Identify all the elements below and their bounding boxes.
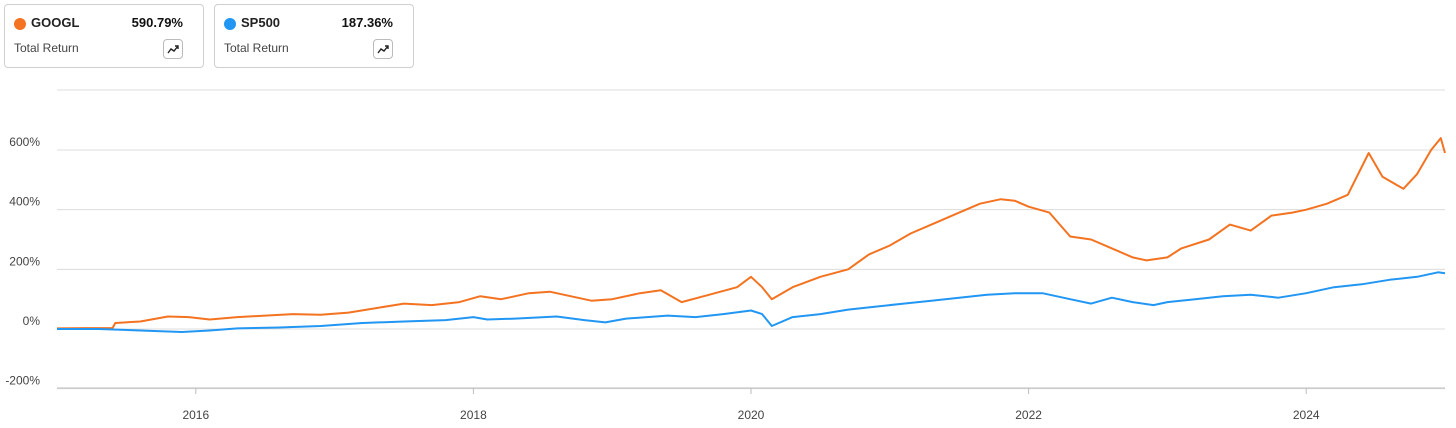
googl-series-dot <box>14 18 26 30</box>
legend-value: 187.36% <box>341 15 393 30</box>
y-tick-label: -200% <box>5 374 40 388</box>
x-tick-label: 2020 <box>738 408 765 422</box>
legend-card-sp500[interactable]: SP500 187.36% Total Return <box>214 4 414 68</box>
x-tick-label: 2016 <box>182 408 209 422</box>
legend-subtitle: Total Return <box>14 41 79 55</box>
legend-value: 590.79% <box>131 15 183 30</box>
x-tick-label: 2022 <box>1015 408 1042 422</box>
legend-subtitle: Total Return <box>224 41 289 55</box>
y-tick-label: 200% <box>9 254 40 268</box>
x-tick-label: 2024 <box>1293 408 1320 422</box>
y-tick-label: 400% <box>9 195 40 209</box>
y-tick-label: 0% <box>23 314 41 328</box>
legend-ticker: GOOGL <box>31 15 80 30</box>
sp500-series-dot <box>224 18 236 30</box>
legend-card-googl[interactable]: GOOGL 590.79% Total Return <box>4 4 204 68</box>
legend-ticker: SP500 <box>241 15 281 30</box>
trend-up-icon[interactable] <box>373 39 393 59</box>
series-line-sp500 <box>57 271 1446 333</box>
trend-up-icon[interactable] <box>163 39 183 59</box>
x-tick-label: 2018 <box>460 408 487 422</box>
series-line-googl <box>56 137 1446 330</box>
y-tick-label: 600% <box>9 135 40 149</box>
